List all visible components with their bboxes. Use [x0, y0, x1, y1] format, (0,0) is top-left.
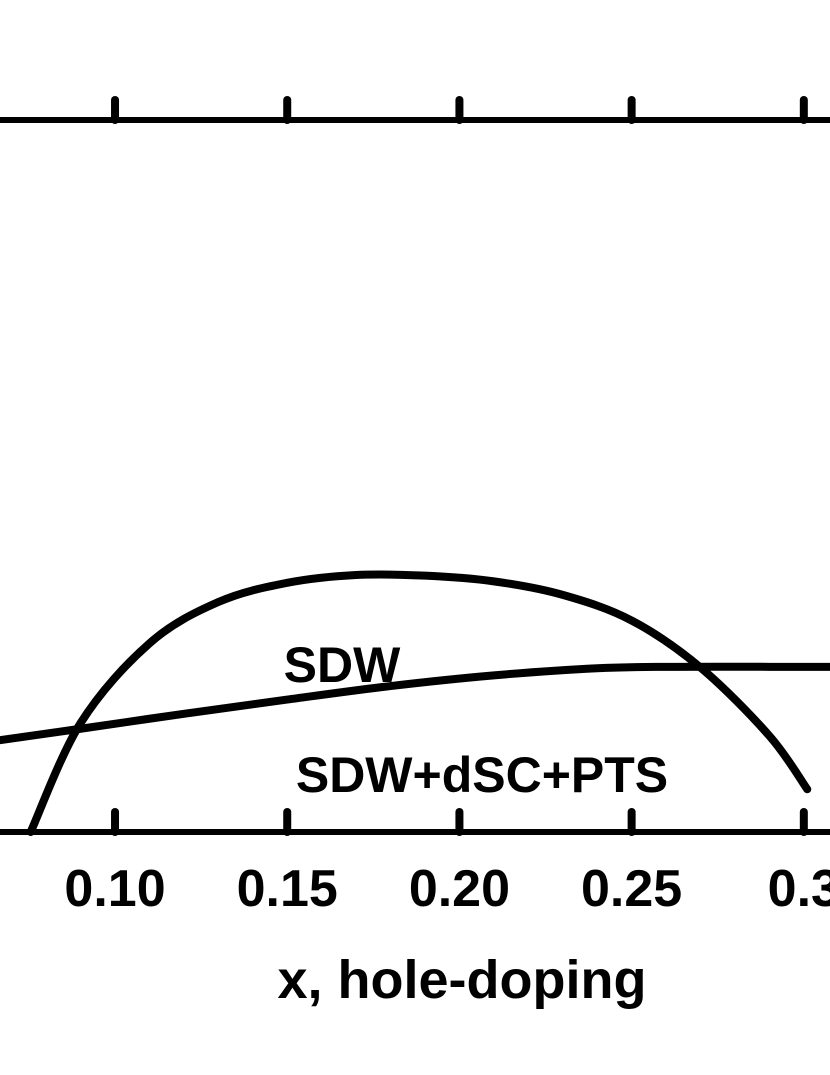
x-tick-labels: 0.10 0.15 0.20 0.25 0.3: [64, 860, 830, 918]
phase-boundaries: [0, 570, 830, 836]
x-tick-label: 0.3: [768, 860, 830, 918]
x-tick-label: 0.10: [64, 860, 165, 918]
top-axis-ticks: [111, 96, 808, 124]
x-tick-label: 0.20: [409, 860, 510, 918]
x-tick-label: 0.25: [581, 860, 682, 918]
region-label-sdw-dsc-pts: SDW+dSC+PTS: [296, 747, 668, 803]
bottom-axis-ticks: [111, 808, 808, 836]
x-tick-label: 0.15: [237, 860, 338, 918]
x-axis-title: x, hole-doping: [278, 950, 647, 1010]
plot-frame: [0, 117, 830, 835]
sdw-boundary-line: [0, 662, 830, 745]
region-labels: SDW SDW+dSC+PTS: [284, 637, 668, 803]
region-label-sdw: SDW: [284, 637, 401, 693]
